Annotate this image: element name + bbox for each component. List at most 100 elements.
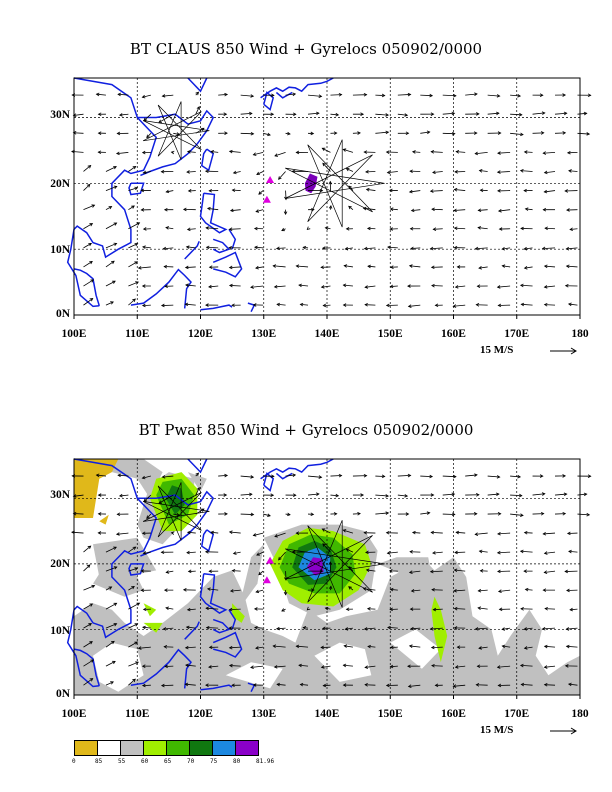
- wind-vector: [542, 247, 556, 249]
- wind-vector-head: [88, 242, 93, 247]
- wind-vector: [390, 208, 398, 211]
- wind-vector-head: [142, 227, 147, 231]
- coastline: [199, 192, 228, 234]
- wind-vector-head: [519, 283, 524, 288]
- wind-vector-head: [324, 226, 329, 231]
- wind-vector: [218, 94, 228, 96]
- wind-vector-head: [474, 151, 479, 156]
- colorbar-label: 65: [164, 758, 172, 765]
- wind-vector-head: [386, 170, 391, 175]
- wind-vector: [258, 190, 264, 195]
- wind-vector-head: [204, 169, 209, 174]
- wind-vector-head: [299, 302, 304, 307]
- wind-vector: [263, 132, 271, 136]
- wind-vector-head: [385, 150, 390, 154]
- wind-vector-head: [186, 150, 191, 154]
- wind-vector: [532, 112, 545, 115]
- wind-vector-head: [434, 303, 439, 308]
- wind-vector-head: [387, 245, 391, 250]
- wind-vector-head: [587, 93, 592, 98]
- colorbar-label: 70: [187, 758, 195, 765]
- wind-vector: [409, 265, 421, 268]
- wind-vector-head: [562, 131, 567, 135]
- panel1-ylabel-10n: 10N: [50, 244, 70, 256]
- wind-vector-head: [208, 284, 212, 289]
- wind-vector-head: [523, 188, 527, 193]
- wind-vector: [375, 113, 389, 116]
- wind-vector-head: [228, 283, 233, 288]
- coastline: [263, 91, 275, 111]
- wind-vector: [433, 228, 443, 230]
- wind-vector-head: [254, 245, 258, 250]
- wind-vector-head: [364, 303, 368, 307]
- wind-vector-head: [270, 112, 275, 117]
- wind-vector-head: [345, 227, 350, 231]
- wind-vector: [387, 246, 398, 249]
- wind-vector: [497, 171, 511, 173]
- wind-vector-head: [431, 207, 435, 212]
- wind-vector: [525, 208, 533, 211]
- wind-vector: [143, 171, 151, 174]
- wind-vector-head: [228, 227, 233, 231]
- wind-vector: [118, 93, 129, 96]
- wind-vector-head: [252, 303, 257, 307]
- wind-vector: [478, 227, 488, 230]
- wind-vector-head: [136, 222, 141, 226]
- wind-vector-head: [519, 169, 524, 173]
- wind-vector: [207, 208, 219, 211]
- wind-vector: [273, 265, 286, 268]
- wind-vector-head: [409, 226, 414, 231]
- wind-vector: [250, 285, 264, 288]
- wind-vector-head: [228, 149, 233, 154]
- wind-vector: [298, 284, 309, 287]
- wind-vector-head: [453, 208, 457, 213]
- wind-vector-head: [497, 189, 501, 193]
- wind-vector-head: [310, 131, 315, 136]
- wind-vector-head: [132, 298, 136, 303]
- wind-vector-head: [161, 94, 166, 98]
- wind-vector: [229, 266, 241, 269]
- wind-vector: [128, 222, 140, 230]
- wind-vector: [229, 228, 241, 230]
- wind-vector-head: [501, 264, 506, 268]
- wind-vector-head: [229, 208, 234, 213]
- wind-vector-head: [429, 189, 434, 193]
- colorbar-label: 85: [95, 758, 103, 765]
- wind-vector: [497, 151, 511, 154]
- wind-vector-head: [367, 264, 371, 269]
- wind-vector: [544, 265, 556, 268]
- wind-vector-head: [141, 284, 146, 288]
- wind-vector: [165, 227, 174, 230]
- wind-vector: [455, 285, 466, 288]
- panel1-reference-vector-label: 15 M/S: [480, 344, 514, 356]
- wind-vector-head: [295, 264, 300, 268]
- wind-vector-head: [335, 112, 340, 117]
- wind-vector-head: [141, 150, 146, 155]
- wind-vector-head: [163, 207, 168, 212]
- wind-vector-head: [363, 92, 368, 97]
- wind-vector-head: [135, 281, 139, 285]
- wind-vector: [206, 227, 219, 230]
- wind-vector: [208, 285, 219, 288]
- wind-vector-head: [566, 150, 571, 155]
- wind-vector-head: [184, 302, 189, 307]
- wind-vector-head: [541, 246, 546, 251]
- wind-vector: [105, 260, 115, 268]
- wind-vector-head: [292, 92, 297, 97]
- wind-vector-head: [158, 119, 162, 123]
- wind-vector-head: [140, 208, 145, 212]
- wind-vector-head: [474, 92, 478, 97]
- panel1-ylabel-0n: 0N: [55, 308, 70, 320]
- coastline: [137, 109, 215, 177]
- wind-vector: [163, 247, 174, 250]
- wind-vector: [566, 247, 578, 250]
- wind-vector-head: [298, 283, 302, 288]
- wind-vector-head: [224, 131, 228, 135]
- wind-vector-head: [544, 226, 548, 231]
- wind-vector: [524, 266, 533, 269]
- wind-vector-head: [295, 150, 300, 155]
- wind-vector-head: [385, 113, 390, 117]
- wind-vector: [411, 209, 421, 211]
- wind-vector: [128, 187, 138, 191]
- wind-vector-head: [342, 283, 347, 288]
